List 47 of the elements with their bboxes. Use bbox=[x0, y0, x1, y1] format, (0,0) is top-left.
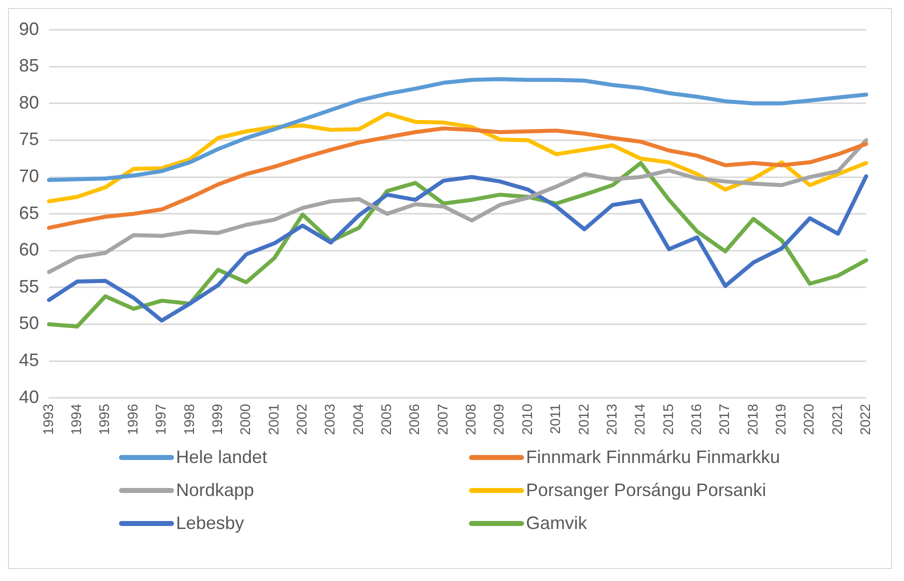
x-tick-label: 2015 bbox=[660, 404, 676, 436]
x-tick-label: 1999 bbox=[208, 404, 225, 436]
x-tick-label: 2009 bbox=[490, 404, 507, 436]
x-tick-label: 1993 bbox=[40, 404, 56, 436]
x-tick-label: 2001 bbox=[265, 404, 282, 436]
legend-label: Finnmark Finnmárku Finmarkku bbox=[526, 447, 780, 468]
x-tick-label: 2005 bbox=[378, 404, 394, 436]
x-tick-label: 1997 bbox=[152, 404, 169, 436]
y-tick-label: 80 bbox=[18, 92, 40, 112]
x-tick-label: 2017 bbox=[716, 404, 732, 436]
y-tick-label: 50 bbox=[18, 313, 40, 334]
x-tick-label: 2016 bbox=[688, 404, 704, 436]
x-tick-label: 2012 bbox=[575, 404, 592, 436]
x-tick-label: 2018 bbox=[744, 404, 760, 436]
x-tick-label: 2013 bbox=[603, 404, 620, 436]
y-tick-label: 45 bbox=[18, 350, 40, 370]
x-tick-label: 2020 bbox=[800, 404, 817, 436]
legend-label: Hele landet bbox=[176, 447, 268, 468]
x-tick-label: 2000 bbox=[237, 404, 254, 436]
x-tick-label: 1994 bbox=[68, 404, 84, 436]
x-tick-label: 2003 bbox=[322, 404, 338, 436]
x-tick-label: 1996 bbox=[124, 404, 140, 436]
y-tick-label: 70 bbox=[18, 166, 40, 186]
y-tick-label: 55 bbox=[18, 276, 40, 296]
x-tick-label: 2008 bbox=[462, 404, 479, 436]
x-tick-label: 2019 bbox=[772, 404, 789, 436]
legend-label: Porsanger Porsángu Porsanki bbox=[526, 480, 766, 501]
x-tick-label: 1995 bbox=[96, 404, 112, 436]
x-tick-label: 2022 bbox=[857, 404, 874, 436]
legend-label: Gamvik bbox=[526, 513, 588, 534]
x-tick-label: 2007 bbox=[434, 404, 450, 436]
legend-label: Nordkapp bbox=[176, 480, 254, 501]
x-tick-label: 1998 bbox=[180, 404, 197, 436]
y-tick-label: 75 bbox=[18, 129, 40, 150]
x-tick-label: 2010 bbox=[518, 404, 535, 436]
y-tick-label: 40 bbox=[18, 386, 40, 407]
x-tick-label: 2011 bbox=[547, 404, 564, 434]
y-tick-label: 60 bbox=[18, 240, 40, 260]
x-tick-label: 2014 bbox=[632, 404, 648, 436]
legend-label: Lebesby bbox=[176, 513, 244, 534]
x-tick-label: 2004 bbox=[350, 404, 366, 436]
y-tick-label: 65 bbox=[18, 202, 40, 223]
x-tick-label: 2021 bbox=[828, 404, 845, 436]
y-tick-label: 90 bbox=[18, 18, 40, 39]
y-tick-label: 85 bbox=[18, 56, 40, 76]
x-tick-label: 2006 bbox=[406, 404, 422, 436]
x-tick-label: 2002 bbox=[293, 404, 310, 436]
